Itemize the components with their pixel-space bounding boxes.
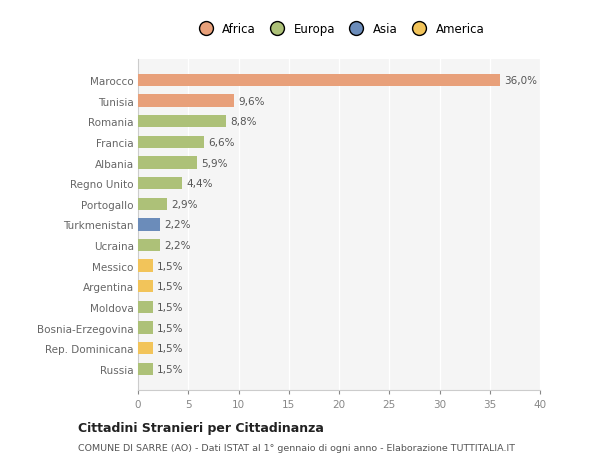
Bar: [138, 280, 153, 293]
Bar: [138, 322, 153, 334]
Text: 1,5%: 1,5%: [157, 261, 184, 271]
Text: 2,9%: 2,9%: [171, 199, 197, 209]
Text: 1,5%: 1,5%: [157, 282, 184, 291]
Text: 2,2%: 2,2%: [164, 241, 191, 251]
Text: 1,5%: 1,5%: [157, 343, 184, 353]
Bar: [138, 260, 153, 272]
Text: 1,5%: 1,5%: [157, 323, 184, 333]
Bar: [138, 116, 226, 128]
Bar: [138, 239, 160, 252]
Bar: [138, 198, 167, 211]
Bar: [138, 342, 153, 354]
Text: 1,5%: 1,5%: [157, 364, 184, 374]
Text: 9,6%: 9,6%: [239, 96, 265, 106]
Bar: [138, 136, 205, 149]
Text: 8,8%: 8,8%: [230, 117, 257, 127]
Text: 2,2%: 2,2%: [164, 220, 191, 230]
Text: 4,4%: 4,4%: [186, 179, 213, 189]
Legend: Africa, Europa, Asia, America: Africa, Europa, Asia, America: [190, 19, 488, 39]
Text: Cittadini Stranieri per Cittadinanza: Cittadini Stranieri per Cittadinanza: [78, 421, 324, 434]
Text: 36,0%: 36,0%: [504, 76, 537, 86]
Text: 6,6%: 6,6%: [208, 138, 235, 148]
Bar: [138, 75, 500, 87]
Bar: [138, 301, 153, 313]
Bar: [138, 219, 160, 231]
Bar: [138, 363, 153, 375]
Bar: [138, 157, 197, 169]
Bar: [138, 95, 235, 107]
Text: COMUNE DI SARRE (AO) - Dati ISTAT al 1° gennaio di ogni anno - Elaborazione TUTT: COMUNE DI SARRE (AO) - Dati ISTAT al 1° …: [78, 443, 515, 452]
Bar: [138, 178, 182, 190]
Text: 1,5%: 1,5%: [157, 302, 184, 312]
Text: 5,9%: 5,9%: [202, 158, 228, 168]
